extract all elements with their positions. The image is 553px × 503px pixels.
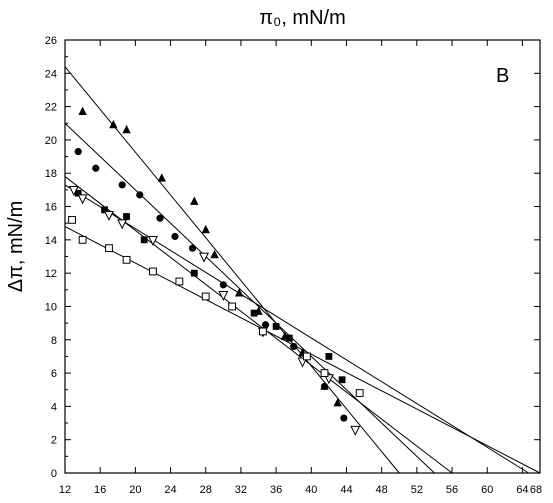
x-tick-label: 52 [411,484,423,496]
y-tick-label: 22 [45,102,57,114]
y-axis-title: Δπ, mN/m [5,201,27,293]
data-point [210,249,219,259]
data-point [261,321,270,329]
data-point [320,382,329,390]
fit-line [64,122,435,474]
data-point [190,196,199,205]
data-point [320,369,329,377]
fit-line [64,184,529,474]
axis-ticks: 12 16 20 24 28 32 36 40 44 48 52 56 60 64 680246810121… [45,35,542,496]
fit-line [64,66,400,474]
data-point [117,219,128,230]
data-point [156,214,164,222]
data-point [171,232,179,241]
data-point [188,244,197,252]
x-tick-label: 44 [340,484,352,496]
data-point [103,211,114,221]
data-point [118,181,126,189]
data-points [68,106,364,436]
data-point [157,173,166,182]
y-tick-label: 26 [45,35,57,47]
data-point [333,398,342,407]
y-tick-label: 16 [45,202,57,214]
y-tick-label: 20 [45,135,57,147]
x-tick-label: 28 [200,484,212,496]
x-tick-label: 20 [129,484,141,496]
x-tick-label: 36 [270,484,282,496]
x-tick-label: 24 [164,484,176,496]
x-tick-label: 60 [481,484,493,496]
y-tick-label: 0 [51,468,57,480]
y-tick-label: 14 [45,235,57,247]
y-tick-label: 8 [51,335,57,347]
data-point [198,252,209,263]
data-point [285,334,293,342]
panel-label: B [496,65,509,87]
fit-line [64,176,453,474]
data-point [68,186,79,196]
data-point [147,235,158,246]
y-tick-label: 6 [51,368,57,380]
data-point [250,309,258,317]
data-point [201,292,210,301]
x-tick-label: 16 [94,484,106,496]
data-point [140,236,148,244]
y-tick-label: 4 [51,401,57,413]
data-point [190,269,198,277]
x-tick-label: 68 [530,484,542,496]
data-point [78,235,87,244]
x-tick-label: 64 [516,484,528,496]
data-point [290,342,298,351]
data-point [109,119,118,129]
data-point [123,213,130,220]
data-point [136,191,144,199]
data-point [340,414,348,422]
data-point [272,323,280,330]
data-point [302,352,311,361]
y-tick-label: 12 [45,268,57,280]
x-tick-label: 48 [376,484,388,496]
data-point [74,147,82,156]
data-point [201,224,210,234]
data-point [149,267,157,276]
data-point [175,277,184,286]
x-tick-label: 12 [59,484,71,496]
data-point [219,281,227,289]
x-tick-label: 32 [235,484,247,496]
y-tick-label: 2 [51,435,57,447]
data-point [338,376,346,384]
data-point [74,189,82,197]
data-point [101,206,108,214]
plot-frame [64,39,541,474]
data-point [218,290,229,301]
data-point [122,255,131,264]
data-point [92,164,100,172]
fit-lines [64,66,541,474]
x-axis-title: π₀, mN/m [259,7,346,29]
data-point [355,389,364,397]
data-point [228,302,237,311]
data-point [78,106,87,115]
data-point [234,288,244,297]
y-tick-label: 10 [45,301,57,313]
data-point [122,124,131,134]
x-tick-label: 40 [305,484,317,496]
data-point [68,215,76,224]
data-point [105,244,113,253]
y-tick-label: 18 [45,168,57,180]
x-tick-label: 56 [446,484,458,496]
data-point [350,425,361,436]
data-point [77,194,88,205]
data-point [325,353,333,360]
y-tick-label: 24 [45,68,57,80]
data-point [259,327,267,336]
